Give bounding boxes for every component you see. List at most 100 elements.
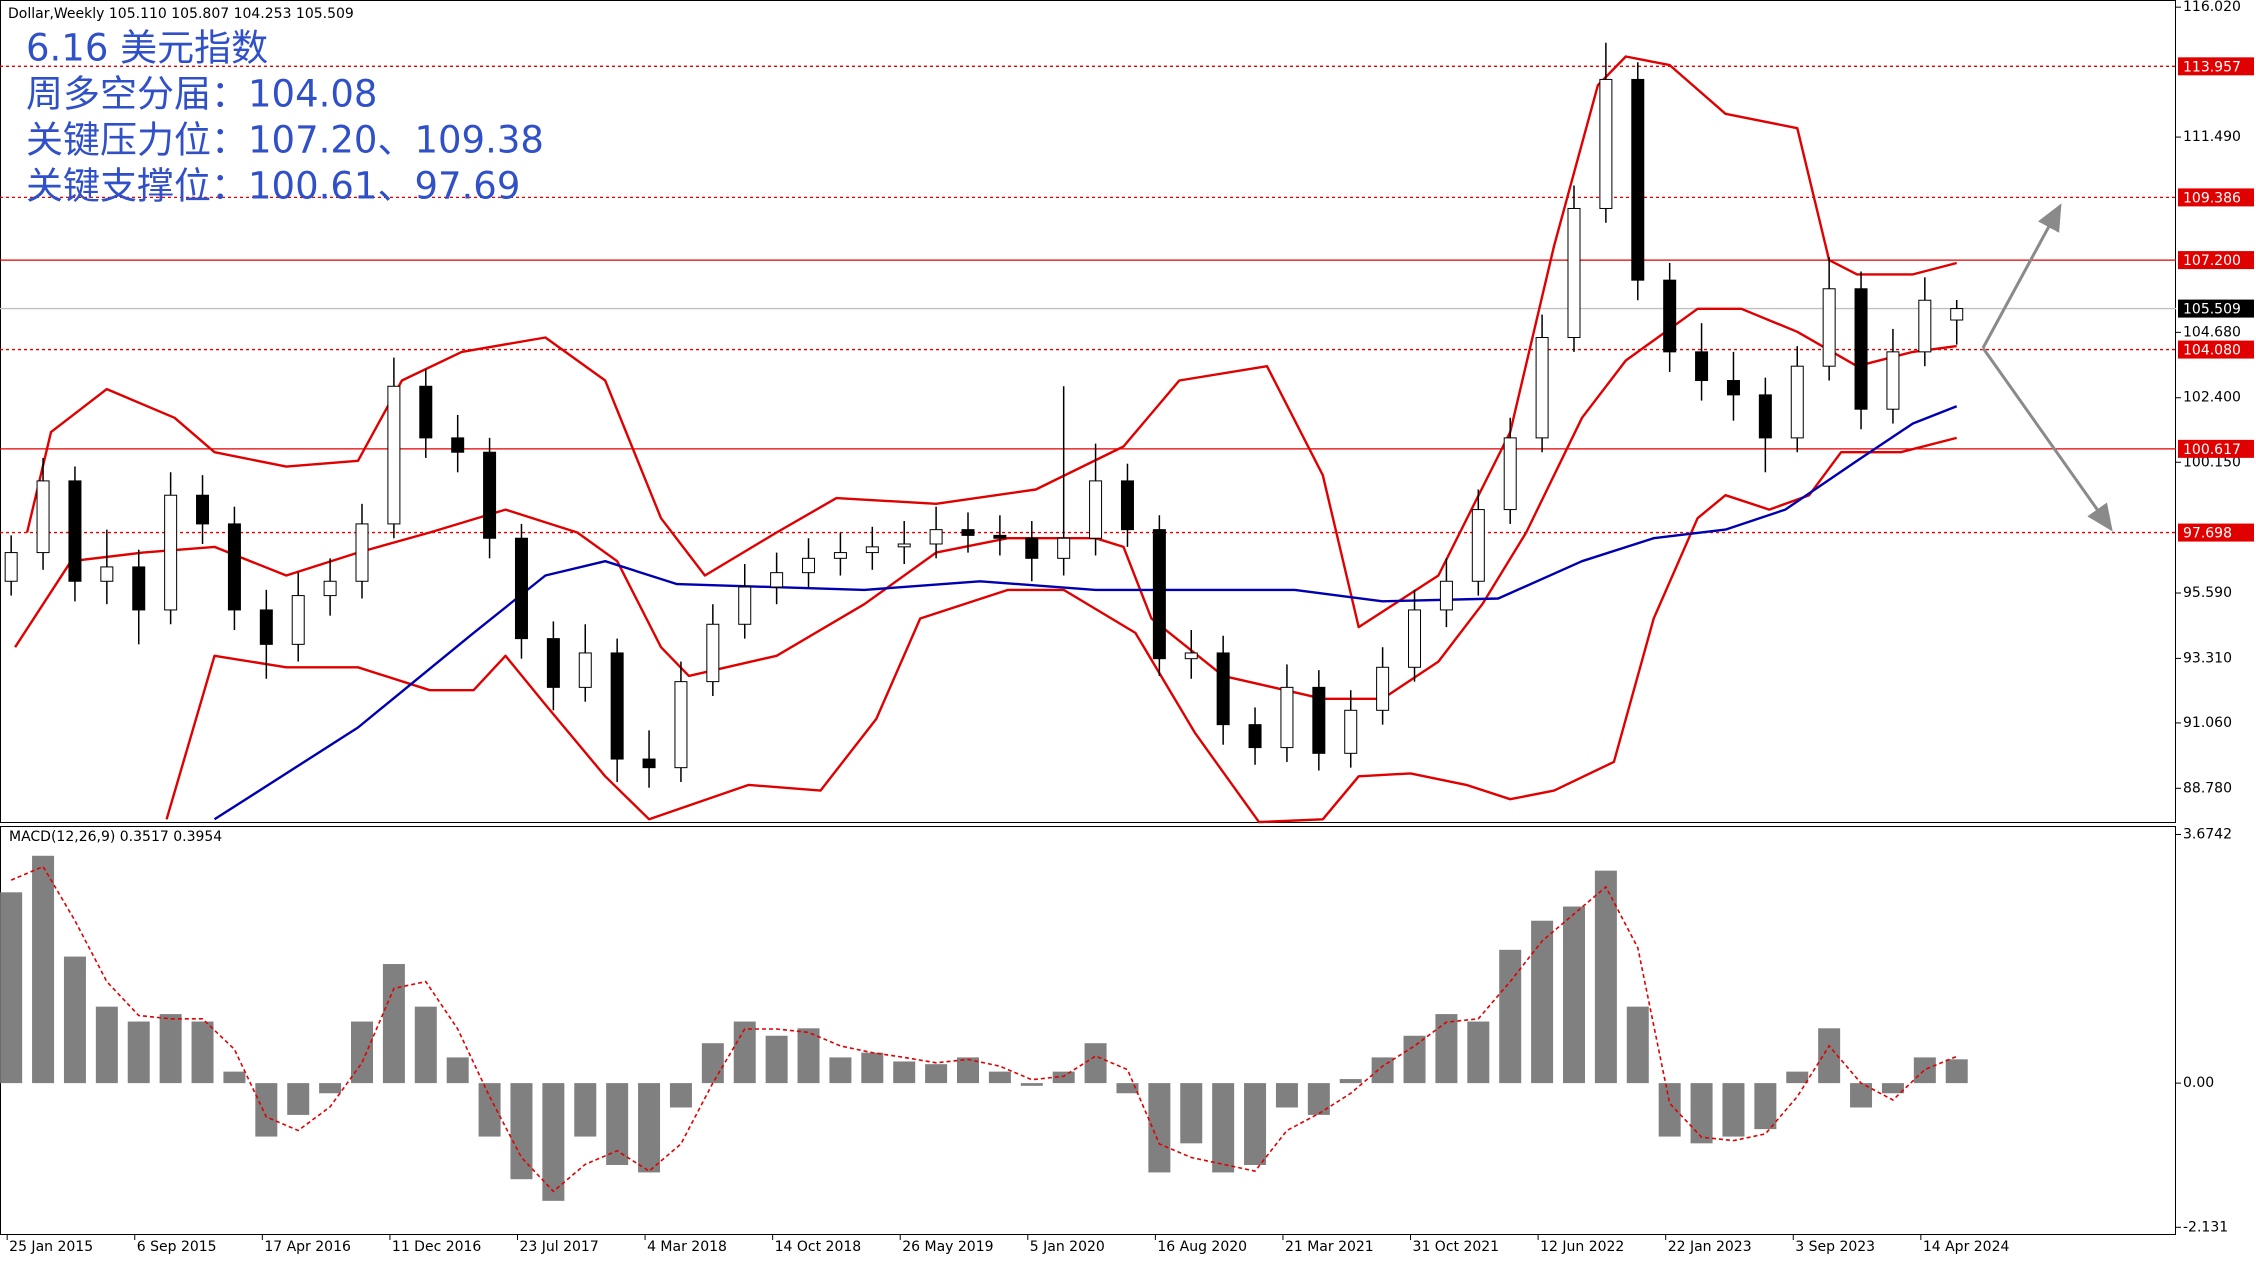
candle-body [4, 552, 18, 582]
macd-bar [1499, 949, 1522, 1084]
level-label: 100.617 [2183, 442, 2241, 458]
annotation: 6.16 美元指数 [26, 27, 268, 70]
macd-bar [1339, 1079, 1362, 1084]
macd-bar [1180, 1083, 1203, 1144]
level-label-box [2178, 299, 2254, 318]
x-tick-label: 14 Apr 2024 [1923, 1239, 2010, 1255]
candle-body [610, 652, 624, 760]
x-tick-label: 31 Oct 2021 [1413, 1239, 1500, 1255]
x-tick-label: 12 Jun 2022 [1540, 1239, 1624, 1255]
macd-bar [861, 1052, 884, 1084]
level-label-box [2178, 251, 2254, 270]
y-tick-label: 93.310 [2183, 650, 2232, 666]
candle-body [1471, 509, 1485, 582]
macd-bar [1594, 870, 1617, 1084]
macd-bar [510, 1083, 533, 1180]
candle-body [802, 557, 816, 574]
macd-bar [159, 1014, 182, 1084]
candle-body [1726, 380, 1740, 396]
macd-bar [797, 1028, 820, 1084]
macd-bar [351, 1021, 374, 1084]
x-tick-label: 3 Sep 2023 [1795, 1239, 1875, 1255]
candle-body [323, 580, 337, 597]
candle-body [674, 681, 688, 769]
x-tick-label: 4 Mar 2018 [647, 1239, 727, 1255]
macd-bar [701, 1043, 724, 1084]
candle-body [1758, 394, 1772, 439]
x-tick-label: 26 May 2019 [902, 1239, 993, 1255]
candle-body [451, 437, 465, 453]
candle-body [1184, 652, 1198, 660]
candle-body [483, 451, 497, 539]
macd-bar [1945, 1059, 1968, 1084]
down-arrow [1981, 347, 2113, 532]
candle-body [1790, 365, 1804, 439]
candle-body [1822, 288, 1836, 367]
macd-bar [382, 964, 405, 1084]
y-tick-label: 111.490 [2183, 129, 2241, 145]
candle-body [1886, 351, 1900, 410]
price-panel: 116.020 111.490 104.680 102.400 100.150 95.59… [0, 0, 2254, 824]
candle-body [1408, 609, 1422, 668]
up-arrow [1981, 203, 2062, 349]
macd-bar [1690, 1083, 1713, 1144]
price-panel-frame [0, 0, 2176, 823]
y-tick-label: -2.131 [2183, 1219, 2228, 1235]
candle-body [196, 494, 210, 525]
candle-body [1152, 529, 1166, 660]
macd-bar [829, 1057, 852, 1084]
y-tick-label: 116.020 [2183, 0, 2241, 15]
x-tick-label: 16 Aug 2020 [1157, 1239, 1247, 1255]
macd-bar [574, 1083, 597, 1137]
annotation: 关键支撑位：100.61、97.69 [26, 165, 520, 208]
y-tick-label: 0.00 [2183, 1075, 2214, 1091]
level-label-box [2178, 57, 2254, 76]
candle-body [1376, 666, 1390, 711]
y-tick-label: 100.150 [2183, 454, 2241, 470]
macd-bar [255, 1083, 278, 1137]
macd-bar [127, 1021, 150, 1084]
candle-body [1025, 537, 1039, 559]
candle-body [546, 638, 560, 688]
candle-body [1631, 78, 1645, 281]
candle-body [1950, 308, 1964, 321]
level-label: 107.200 [2183, 253, 2241, 269]
indicator-line [25, 55, 1958, 629]
candle-body [1503, 437, 1517, 511]
x-tick-label: 6 Sep 2015 [137, 1239, 217, 1255]
annotation: 周多空分届：104.08 [26, 73, 377, 116]
candle-body [1120, 480, 1134, 531]
candle-body [770, 572, 784, 588]
macd-bar [1307, 1083, 1330, 1115]
macd-bar [1435, 1014, 1458, 1084]
candle-body [68, 480, 82, 582]
macd-bar [1531, 920, 1554, 1084]
y-tick-label: 102.400 [2183, 390, 2241, 406]
x-tick-label: 25 Jan 2015 [9, 1239, 93, 1255]
macd-bar [63, 956, 86, 1084]
level-label: 113.957 [2183, 59, 2241, 75]
candle-body [1695, 351, 1709, 382]
macd-bar [95, 1006, 118, 1084]
candle-body [1854, 288, 1868, 410]
macd-bar [1212, 1083, 1235, 1173]
candle-body [387, 385, 401, 525]
candle-body [1535, 337, 1549, 439]
macd-bar [542, 1083, 565, 1201]
macd-bar [956, 1057, 979, 1084]
macd-bar [1913, 1057, 1936, 1084]
candle-body [578, 652, 592, 688]
candle-body [897, 543, 911, 548]
macd-bar [32, 855, 55, 1084]
candle-body [164, 494, 178, 611]
y-tick-label: 3.6742 [2183, 827, 2232, 843]
macd-bar [1244, 1083, 1267, 1165]
macd-bar [1881, 1083, 1904, 1094]
macd-bar [988, 1071, 1011, 1084]
y-tick-label: 95.590 [2183, 585, 2232, 601]
level-label-box [2178, 439, 2254, 458]
candle-body [1280, 686, 1294, 749]
macd-bar [638, 1083, 661, 1173]
